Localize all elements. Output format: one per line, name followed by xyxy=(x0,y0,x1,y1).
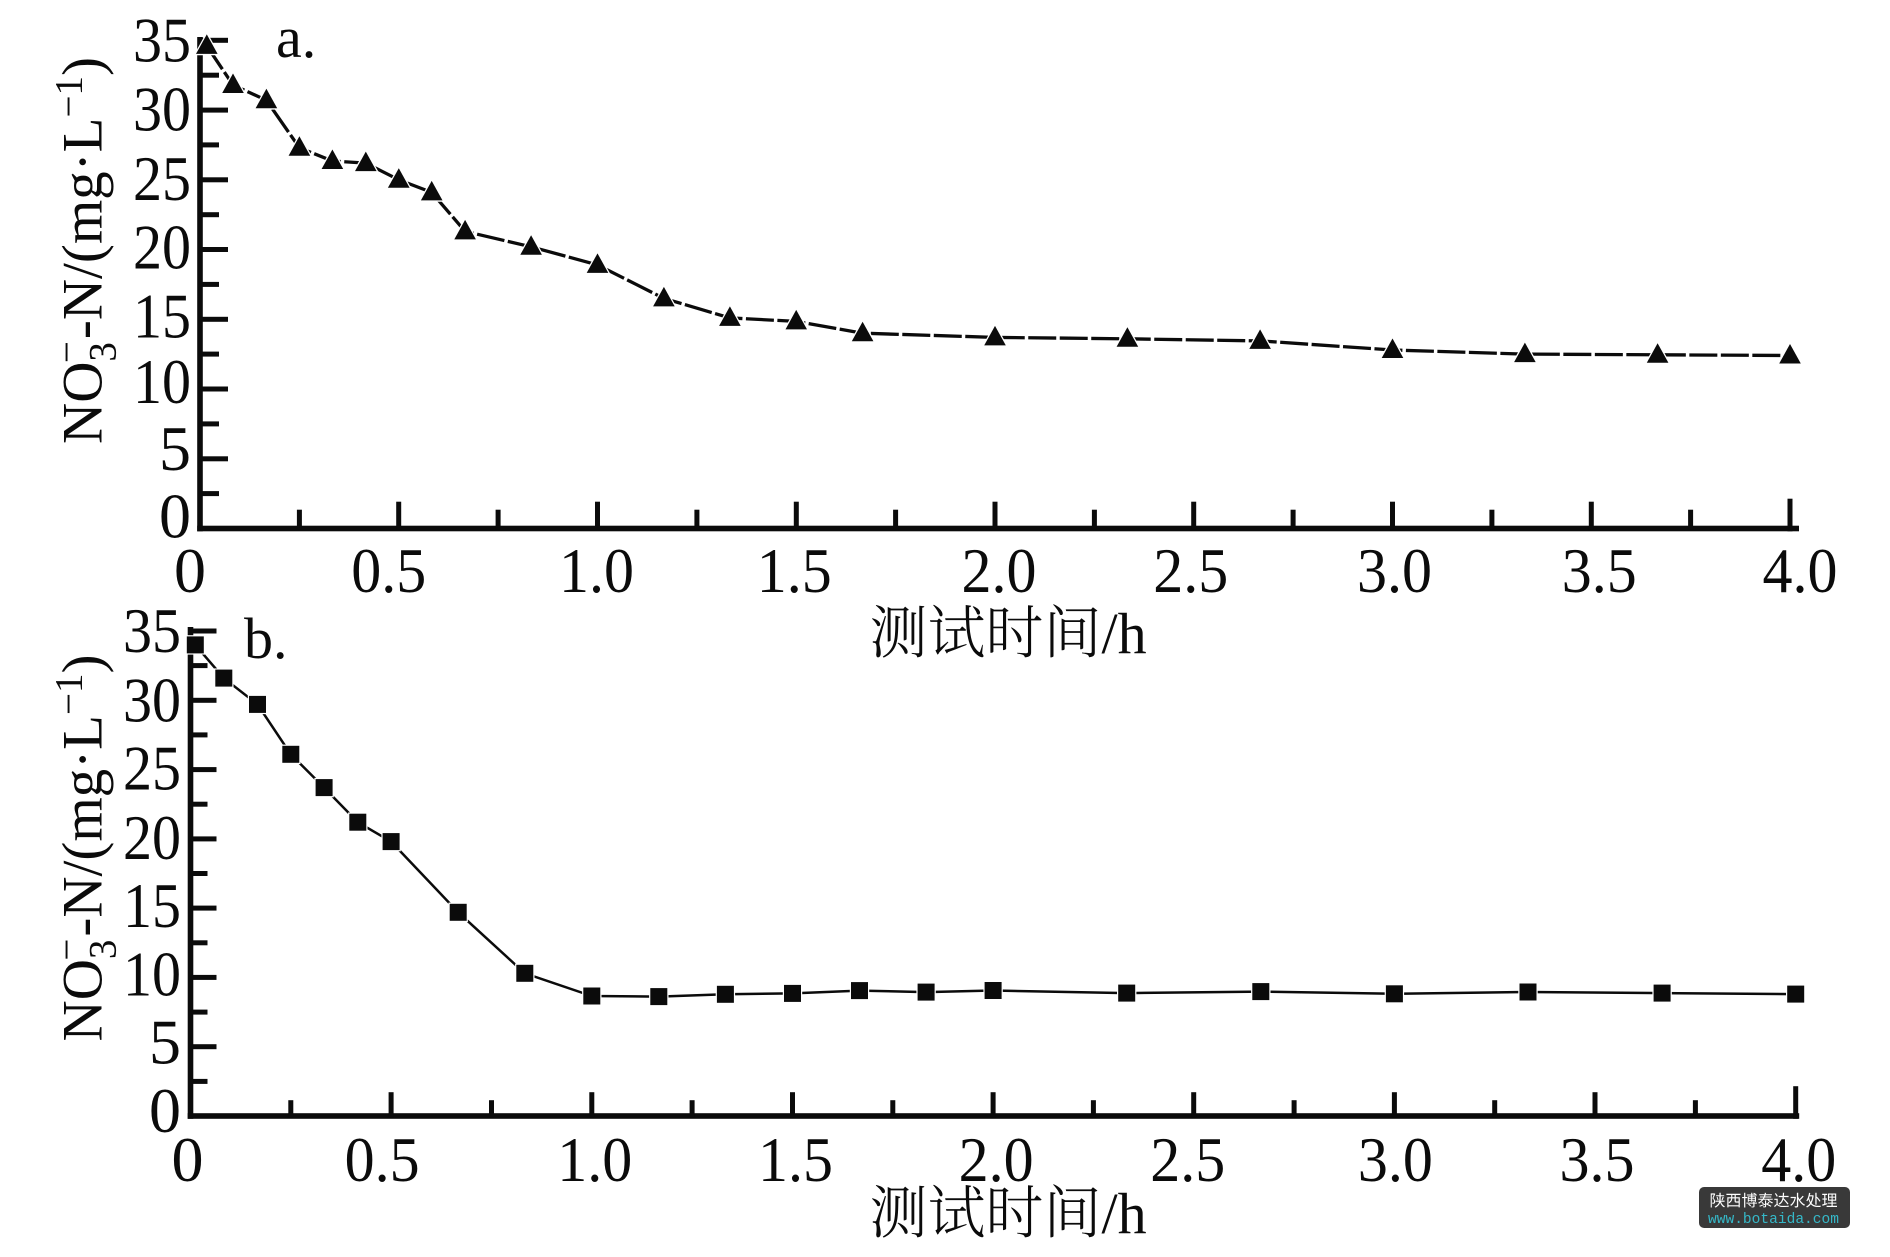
svg-text:www.botaida.com: www.botaida.com xyxy=(1708,1210,1839,1228)
svg-text:2.5: 2.5 xyxy=(1153,535,1228,606)
svg-text:3.0: 3.0 xyxy=(1357,535,1432,606)
svg-text:10: 10 xyxy=(123,938,181,1009)
svg-text:15: 15 xyxy=(123,870,181,941)
svg-text:25: 25 xyxy=(123,733,181,804)
svg-text:2.0: 2.0 xyxy=(959,1124,1034,1195)
svg-text:4.0: 4.0 xyxy=(1763,535,1838,606)
svg-text:35: 35 xyxy=(133,4,191,75)
svg-text:10: 10 xyxy=(133,346,191,417)
svg-text:0: 0 xyxy=(159,481,191,552)
svg-text:1.5: 1.5 xyxy=(757,535,832,606)
svg-text:0.5: 0.5 xyxy=(351,535,426,606)
svg-text:NO3−-N/(mg·L−1): NO3−-N/(mg·L−1) xyxy=(46,57,125,444)
svg-text:NO3−-N/(mg·L−1): NO3−-N/(mg·L−1) xyxy=(46,655,125,1042)
svg-text:1.5: 1.5 xyxy=(758,1124,833,1195)
svg-text:25: 25 xyxy=(133,143,191,214)
svg-text:3.5: 3.5 xyxy=(1560,1124,1635,1195)
svg-text:5: 5 xyxy=(159,413,191,484)
svg-text:0: 0 xyxy=(149,1075,181,1146)
svg-text:15: 15 xyxy=(133,280,191,351)
svg-text:30: 30 xyxy=(133,74,191,145)
svg-text:20: 20 xyxy=(123,802,181,873)
svg-text:/h: /h xyxy=(1102,601,1147,666)
svg-text:35: 35 xyxy=(123,595,181,666)
svg-text:3.5: 3.5 xyxy=(1562,535,1637,606)
svg-text:0.5: 0.5 xyxy=(345,1124,420,1195)
svg-text:20: 20 xyxy=(133,212,191,283)
svg-text:1.0: 1.0 xyxy=(557,1124,632,1195)
svg-text:0: 0 xyxy=(172,1124,204,1195)
svg-text:1.0: 1.0 xyxy=(559,535,634,606)
svg-text:0: 0 xyxy=(174,535,206,606)
svg-text:5: 5 xyxy=(149,1007,181,1078)
svg-text:2.0: 2.0 xyxy=(962,535,1037,606)
svg-text:4.0: 4.0 xyxy=(1761,1124,1836,1195)
svg-text:30: 30 xyxy=(123,664,181,735)
svg-text:b.: b. xyxy=(244,606,288,671)
svg-text:2.5: 2.5 xyxy=(1150,1124,1225,1195)
svg-text:a.: a. xyxy=(276,5,316,70)
svg-text:3.0: 3.0 xyxy=(1358,1124,1433,1195)
svg-text:/h: /h xyxy=(1102,1181,1147,1246)
